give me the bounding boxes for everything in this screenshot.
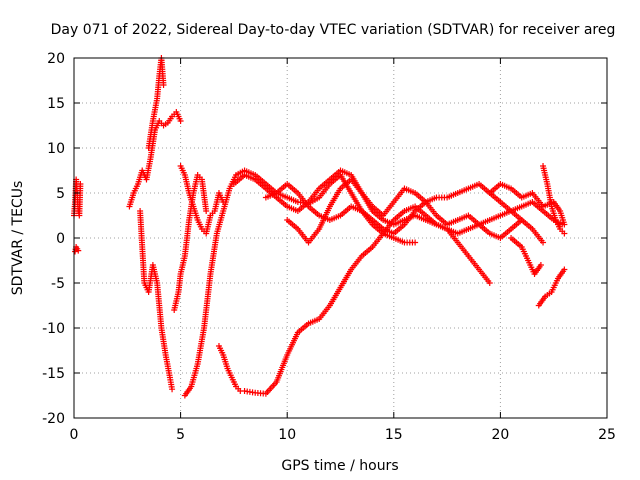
y-tick-label: 10 — [47, 141, 65, 157]
axis-ticks: 0 5 10 15 20 25 -20 -15 -10 -5 0 5 10 15 20 — [42, 51, 616, 443]
data-point — [561, 230, 568, 237]
series-arc-11 — [262, 181, 525, 237]
y-tick-label: 0 — [56, 231, 65, 247]
y-axis-label: SDTVAR / TECUs — [10, 181, 26, 296]
data-point — [75, 247, 82, 254]
series-arc-7 — [177, 163, 227, 237]
series-arc-3 — [126, 109, 184, 210]
grid — [74, 58, 607, 418]
y-tick-label: 20 — [47, 51, 65, 67]
data-point — [561, 266, 568, 273]
data-point — [77, 181, 84, 187]
series-arc-14 — [508, 235, 544, 277]
chart-title: Day 071 of 2022, Sidereal Day-to-day VTE… — [51, 22, 616, 38]
y-tick-label: -5 — [51, 276, 65, 292]
x-tick-label: 15 — [385, 427, 403, 443]
series-arc-15 — [540, 163, 568, 237]
data-point — [177, 118, 184, 124]
x-tick-label: 0 — [70, 427, 79, 443]
data-point — [537, 262, 544, 268]
x-axis-label: GPS time / hours — [281, 458, 398, 474]
y-tick-label: -20 — [42, 411, 65, 427]
data-point — [203, 208, 210, 214]
data-point — [169, 386, 176, 393]
data-points — [71, 55, 568, 399]
y-tick-label: 5 — [56, 186, 65, 202]
y-tick-label: 15 — [47, 96, 65, 112]
series-arc-1 — [71, 176, 84, 219]
data-point — [412, 239, 419, 246]
data-point — [160, 82, 167, 88]
y-tick-label: -15 — [42, 366, 65, 382]
x-tick-label: 25 — [598, 427, 616, 443]
series-arc-5 — [137, 208, 176, 393]
y-tick-label: -10 — [42, 321, 65, 337]
series-arc-6 — [171, 172, 210, 313]
series-arc-12 — [284, 176, 547, 246]
x-tick-label: 20 — [491, 427, 509, 443]
x-tick-label: 10 — [278, 427, 296, 443]
series-arc-16 — [535, 266, 568, 309]
data-point — [540, 239, 547, 246]
series-arc-2 — [72, 244, 82, 255]
x-tick-label: 5 — [176, 427, 185, 443]
data-point — [486, 280, 493, 286]
series-arc-4 — [145, 55, 167, 151]
data-point — [561, 221, 568, 228]
